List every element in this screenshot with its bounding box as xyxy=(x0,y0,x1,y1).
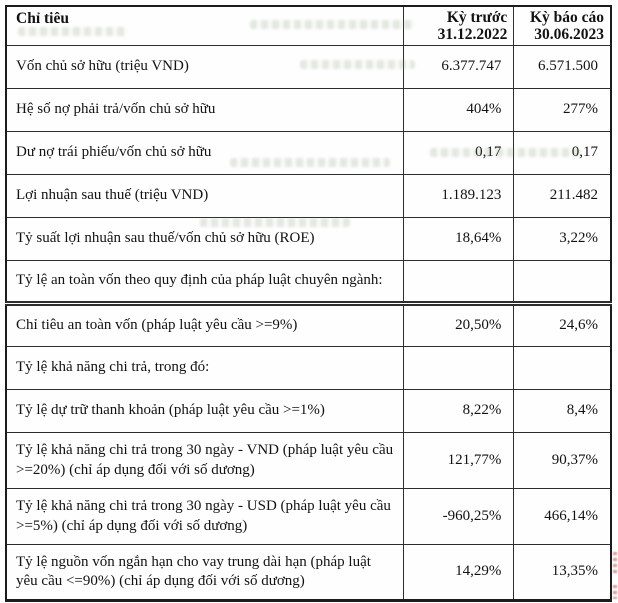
curr-value xyxy=(513,260,612,304)
curr-value: 24,6% xyxy=(513,301,612,347)
header-report-period: Kỳ báo cáo 30.06.2023 xyxy=(513,5,612,46)
table-row: Hệ số nợ phải trả/vốn chủ sở hữu 404% 27… xyxy=(5,88,612,132)
prev-value: -960,25% xyxy=(403,488,515,545)
curr-value: 277% xyxy=(513,88,612,132)
table-row: Dư nợ trái phiếu/vốn chủ sở hữu 0,17 0,1… xyxy=(5,131,612,175)
curr-value xyxy=(513,346,612,390)
prev-value xyxy=(403,346,515,390)
curr-value: 8,4% xyxy=(513,389,612,433)
table-row: Lợi nhuận sau thuế (triệu VND) 1.189.123… xyxy=(5,174,612,218)
curr-value: 90,37% xyxy=(513,432,612,489)
curr-value: 466,14% xyxy=(513,488,612,545)
header-report-period-date: 30.06.2023 xyxy=(534,26,604,43)
curr-value: 0,17 xyxy=(513,131,612,175)
prev-value: 6.377.747 xyxy=(403,45,515,89)
curr-value: 6.571.500 xyxy=(513,45,612,89)
prev-value: 18,64% xyxy=(403,217,515,261)
row-label: Tỷ lệ nguồn vốn ngắn hạn cho vay trung d… xyxy=(5,544,405,601)
prev-value: 20,50% xyxy=(403,301,515,347)
row-label: Tỷ lệ an toàn vốn theo quy định của pháp… xyxy=(5,260,405,304)
table-row: Tỷ lệ dự trữ thanh khoản (pháp luật yêu … xyxy=(5,389,612,433)
row-label: Tỷ lệ khả năng chi trả trong 30 ngày - V… xyxy=(5,432,405,489)
row-label: Tỷ lệ dự trữ thanh khoản (pháp luật yêu … xyxy=(5,389,405,433)
table-row: Tỷ lệ khả năng chi trả, trong đó: xyxy=(5,346,612,390)
curr-value: 211.482 xyxy=(513,174,612,218)
row-label: Tỷ suất lợi nhuận sau thuế/vốn chủ sở hữ… xyxy=(5,217,405,261)
header-prev-period-title: Kỳ trước xyxy=(446,9,508,26)
table-row: Tỷ lệ nguồn vốn ngắn hạn cho vay trung d… xyxy=(5,544,612,601)
row-label: Vốn chủ sở hữu (triệu VND) xyxy=(5,45,405,89)
prev-value: 14,29% xyxy=(403,544,515,601)
financial-indicators-table: Chỉ tiêu Kỳ trước 31.12.2022 Kỳ báo cáo … xyxy=(5,5,612,602)
header-prev-period: Kỳ trước 31.12.2022 xyxy=(403,5,515,46)
prev-value: 121,77% xyxy=(403,432,515,489)
prev-value: 1.189.123 xyxy=(403,174,515,218)
row-label: Tỷ lệ khả năng chi trả trong 30 ngày - U… xyxy=(5,488,405,545)
prev-value: 0,17 xyxy=(403,131,515,175)
row-label: Dư nợ trái phiếu/vốn chủ sở hữu xyxy=(5,131,405,175)
table-header-row: Chỉ tiêu Kỳ trước 31.12.2022 Kỳ báo cáo … xyxy=(5,5,612,46)
header-prev-period-date: 31.12.2022 xyxy=(437,26,508,43)
header-report-period-title: Kỳ báo cáo xyxy=(529,9,604,26)
row-label: Chỉ tiêu an toàn vốn (pháp luật yêu cầu … xyxy=(5,301,405,347)
table-row: Tỷ suất lợi nhuận sau thuế/vốn chủ sở hữ… xyxy=(5,217,612,261)
table-row: Tỷ lệ khả năng chi trả trong 30 ngày - U… xyxy=(5,488,612,545)
row-label: Tỷ lệ khả năng chi trả, trong đó: xyxy=(5,346,405,390)
table-row: Vốn chủ sở hữu (triệu VND) 6.377.747 6.5… xyxy=(5,45,612,89)
scan-edge-mark xyxy=(613,585,617,599)
prev-value xyxy=(403,260,515,304)
row-label: Hệ số nợ phải trả/vốn chủ sở hữu xyxy=(5,88,405,132)
table-row: Tỷ lệ an toàn vốn theo quy định của pháp… xyxy=(5,260,612,304)
table-row: Tỷ lệ khả năng chi trả trong 30 ngày - V… xyxy=(5,432,612,489)
header-criteria: Chỉ tiêu xyxy=(5,5,405,46)
row-label: Lợi nhuận sau thuế (triệu VND) xyxy=(5,174,405,218)
curr-value: 3,22% xyxy=(513,217,612,261)
prev-value: 404% xyxy=(403,88,515,132)
scan-edge-mark xyxy=(613,552,617,574)
table-row: Chỉ tiêu an toàn vốn (pháp luật yêu cầu … xyxy=(5,301,612,347)
curr-value: 13,35% xyxy=(513,544,612,601)
prev-value: 8,22% xyxy=(403,389,515,433)
